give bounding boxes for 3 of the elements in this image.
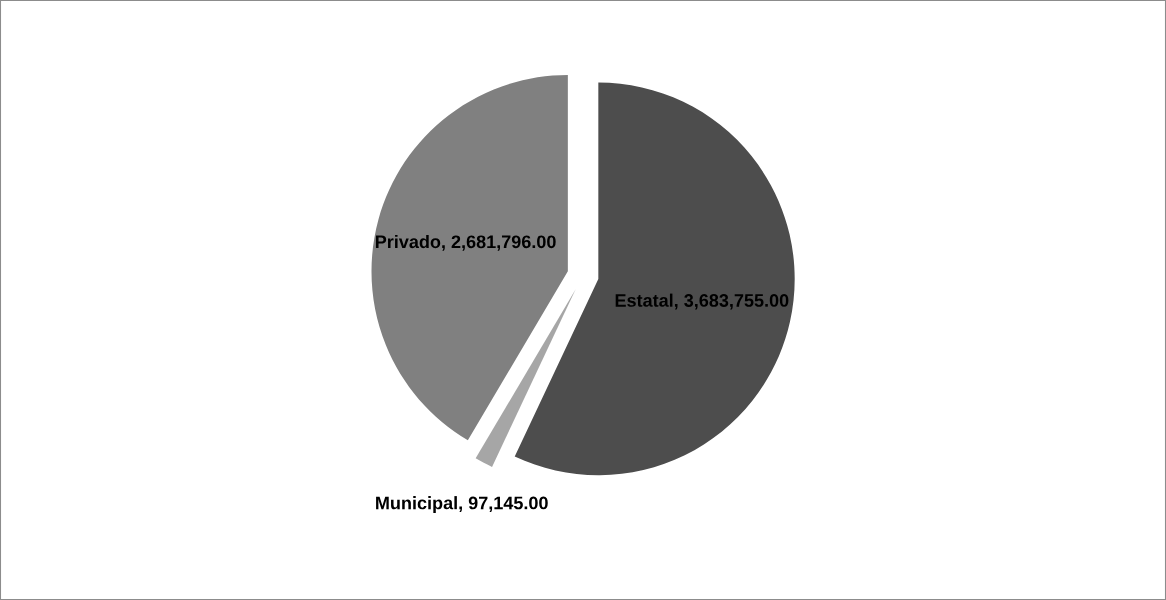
slice-label: Privado, 2,681,796.00 bbox=[375, 234, 556, 251]
slice-label: Municipal, 97,145.00 bbox=[376, 496, 548, 513]
slice-label: Estatal, 3,683,755.00 bbox=[615, 293, 789, 310]
